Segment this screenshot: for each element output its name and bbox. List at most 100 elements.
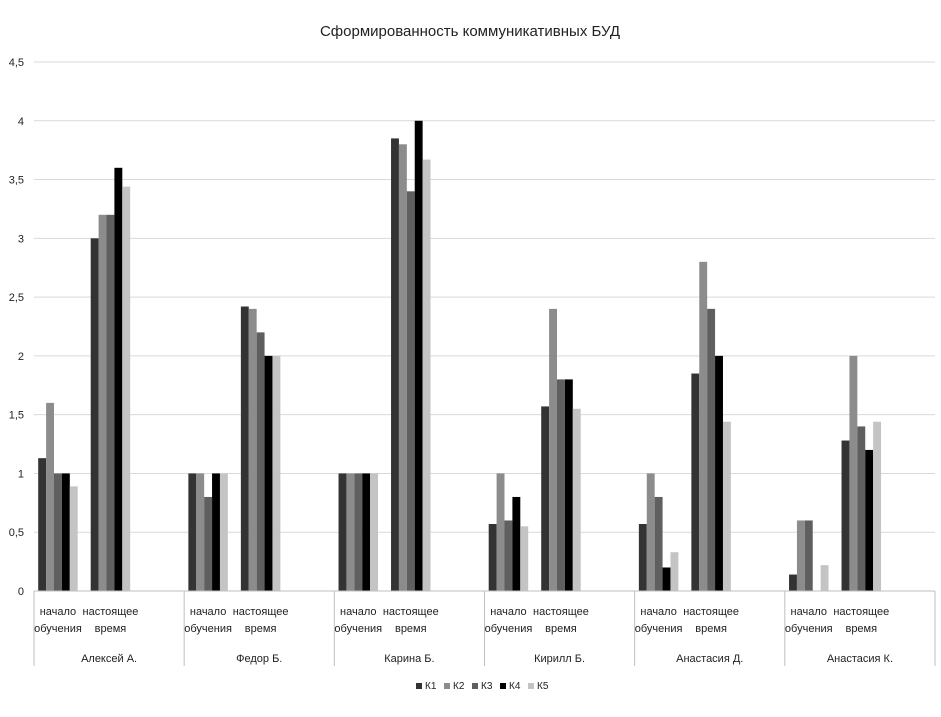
bar	[572, 408, 581, 591]
bar	[520, 526, 529, 591]
bar	[796, 520, 805, 591]
x-subcategory-label: начало	[791, 606, 827, 618]
x-group-label: Кирилл Б.	[534, 653, 585, 665]
x-subcategory-label: обучения	[635, 623, 683, 635]
legend-swatch	[528, 683, 534, 689]
bar	[256, 332, 265, 591]
x-subcategory-label: настоящее	[833, 606, 889, 618]
bar	[820, 565, 829, 591]
bar	[219, 473, 228, 591]
y-tick-label: 1	[18, 468, 24, 480]
bar	[662, 567, 671, 591]
x-subcategory-label: настоящее	[683, 606, 739, 618]
legend-swatch	[472, 683, 478, 689]
x-subcategory-label: настоящее	[233, 606, 289, 618]
bar	[188, 473, 197, 591]
x-subcategory-label: начало	[340, 606, 376, 618]
y-tick-label: 3,5	[9, 175, 24, 187]
y-tick-label: 0,5	[9, 527, 24, 539]
bar	[414, 120, 423, 592]
bar	[488, 523, 497, 591]
legend-label: К5	[537, 681, 549, 692]
y-tick-label: 3	[18, 233, 24, 245]
bar	[248, 308, 257, 591]
x-subcategory-label: начало	[490, 606, 526, 618]
x-subcategory-label: начало	[40, 606, 76, 618]
bar	[557, 379, 565, 591]
bar	[512, 496, 521, 591]
x-subcategory-label: время	[95, 623, 127, 635]
x-subcategory-label: настоящее	[83, 606, 139, 618]
legend-label: К2	[453, 681, 465, 692]
bar	[646, 473, 655, 591]
x-subcategory-label: начало	[190, 606, 226, 618]
bar	[54, 473, 62, 591]
legend-label: К3	[481, 681, 493, 692]
bar	[212, 473, 220, 591]
x-subcategory-label: время	[395, 623, 427, 635]
bar	[46, 402, 54, 591]
x-subcategory-label: время	[245, 623, 277, 635]
bar	[106, 214, 115, 592]
bar	[504, 520, 513, 591]
bar	[98, 214, 107, 592]
legend-swatch	[500, 683, 506, 689]
y-tick-label: 2,5	[9, 292, 24, 304]
bar	[370, 473, 379, 591]
y-tick-label: 4,5	[9, 57, 24, 69]
legend-swatch	[416, 683, 422, 689]
bar	[362, 473, 371, 591]
gridlines	[34, 61, 935, 592]
bar	[707, 308, 716, 591]
bar	[264, 355, 273, 591]
x-group-label: Анастасия К.	[827, 653, 893, 665]
legend-swatch	[444, 683, 450, 689]
bar	[38, 458, 47, 591]
y-axis-ticks: 0 0,5 1 1,5 2 2,5 3 3,5 4 4,5	[9, 57, 24, 598]
y-tick-label: 0	[18, 586, 24, 598]
bar	[691, 373, 700, 591]
bar	[391, 138, 399, 591]
x-subcategory-label: время	[545, 623, 577, 635]
bar	[789, 574, 797, 591]
bar	[422, 159, 431, 591]
bar	[338, 473, 347, 591]
bar	[841, 440, 850, 591]
bar	[564, 379, 573, 591]
x-subcategory-label: время	[695, 623, 727, 635]
x-subcategory-label: обучения	[485, 623, 533, 635]
bar	[804, 520, 813, 591]
bar	[715, 355, 723, 591]
bar	[654, 496, 663, 591]
bar	[857, 426, 866, 591]
legend-label: К1	[425, 681, 437, 692]
x-group-label: Алексей А.	[81, 653, 137, 665]
bar	[240, 306, 249, 591]
legend-label: К4	[509, 681, 521, 692]
bar	[354, 473, 363, 591]
x-subcategory-label: настоящее	[533, 606, 589, 618]
bar	[496, 473, 505, 591]
bar	[865, 449, 874, 591]
x-group-label: Федор Б.	[236, 653, 282, 665]
x-subcategory-label: обучения	[34, 623, 82, 635]
bar	[114, 167, 123, 592]
bar	[722, 421, 731, 591]
y-tick-label: 2	[18, 351, 24, 363]
bar	[196, 473, 205, 591]
y-tick-label: 1,5	[9, 410, 24, 422]
bar	[122, 186, 131, 591]
bar	[541, 406, 550, 591]
x-subcategory-label: время	[845, 623, 877, 635]
bar	[69, 486, 78, 591]
y-tick-label: 4	[18, 116, 24, 128]
bar	[272, 355, 281, 591]
bar	[61, 473, 70, 591]
bar	[398, 144, 407, 592]
x-subcategory-label: обучения	[785, 623, 833, 635]
bar	[849, 355, 858, 591]
